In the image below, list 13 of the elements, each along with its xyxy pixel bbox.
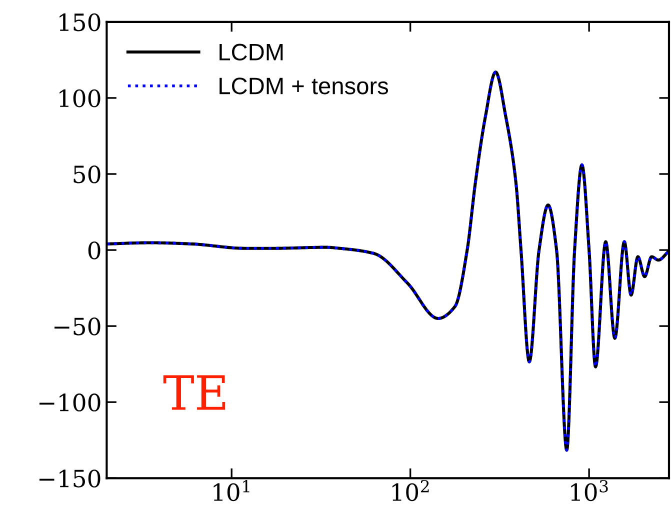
y-tick-label: −150 [39, 470, 100, 488]
annotation: TE [163, 375, 226, 410]
x-tick-label: 10$^{3}$ [571, 480, 608, 502]
x-tick-label: 10$^{2}$ [392, 480, 429, 502]
y-tick-label: 50 [74, 165, 100, 184]
y-tick-label: −50 [54, 318, 100, 336]
legend-label: LCDM + tensors [220, 78, 388, 94]
y-tick-label: 100 [60, 89, 100, 108]
x-tick-label: 10$^{1}$ [214, 480, 250, 502]
y-tick-label: 150 [60, 13, 100, 32]
legend-label: LCDM [220, 44, 283, 61]
y-tick-label: 0 [88, 241, 100, 260]
y-tick-label: −100 [39, 394, 100, 412]
